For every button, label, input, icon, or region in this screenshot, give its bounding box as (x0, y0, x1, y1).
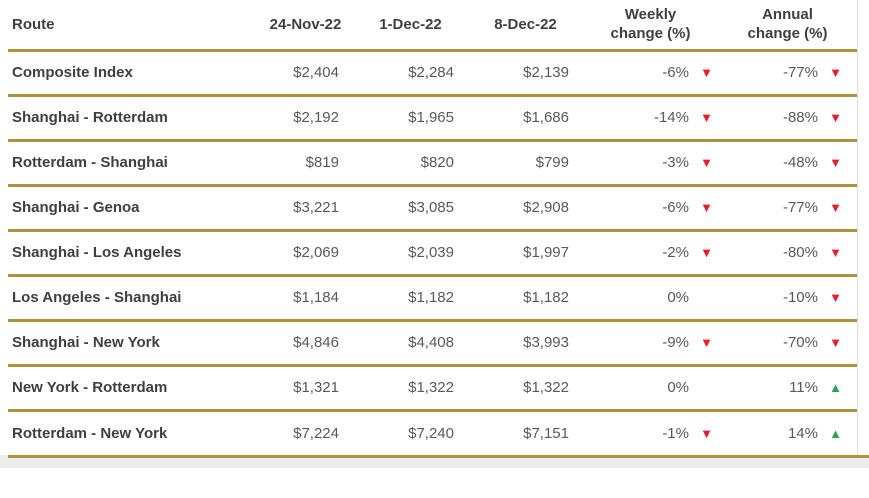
weekly-change-cell: 0% (667, 379, 689, 396)
weekly-change-cell: 0% (667, 289, 689, 306)
rate-cell-1-dec: $820 (420, 154, 454, 171)
route-cell: Shanghai - New York (12, 334, 160, 351)
rate-cell-24-nov: $4,846 (293, 334, 339, 351)
freight-rates-table-container: Route 24-Nov-22 1-Dec-22 8-Dec-22 Weekly… (8, 0, 858, 455)
weekly-change-cell: -14% ▼ (653, 109, 713, 126)
route-cell: Shanghai - Rotterdam (12, 109, 168, 126)
weekly-change-cell: -6% ▼ (662, 199, 713, 216)
annual-change-cell: -77% ▼ (782, 64, 842, 81)
column-header-1-dec-22: 1-Dec-22 (379, 15, 442, 33)
route-cell: Los Angeles - Shanghai (12, 289, 182, 306)
table-row: Rotterdam - New York $7,224 $7,240 $7,15… (8, 410, 857, 455)
rate-cell-1-dec: $1,322 (408, 379, 454, 396)
rate-cell-24-nov: $1,184 (293, 289, 339, 306)
annual-change-cell: 14% ▲ (787, 424, 842, 442)
header-row: Route 24-Nov-22 1-Dec-22 8-Dec-22 Weekly… (8, 0, 857, 50)
rate-cell-24-nov: $2,192 (293, 109, 339, 126)
down-triangle-icon: ▼ (700, 110, 713, 125)
route-cell: Rotterdam - New York (12, 424, 168, 442)
column-header-route: Route (12, 15, 55, 33)
rate-cell-1-dec: $3,085 (408, 199, 454, 216)
route-cell: New York - Rotterdam (12, 379, 168, 396)
rate-cell-8-dec: $7,151 (523, 424, 569, 442)
route-cell: Rotterdam - Shanghai (12, 154, 168, 171)
rate-cell-1-dec: $4,408 (408, 334, 454, 351)
rate-cell-8-dec: $2,139 (523, 64, 569, 81)
annual-change-cell: -80% ▼ (782, 244, 842, 261)
annual-change-cell: -48% ▼ (782, 154, 842, 171)
table-row: Shanghai - Genoa $3,221 $3,085 $2,908 -6… (8, 185, 857, 230)
down-triangle-icon: ▼ (700, 155, 713, 170)
down-triangle-icon: ▼ (700, 65, 713, 80)
table-row: Shanghai - Los Angeles $2,069 $2,039 $1,… (8, 230, 857, 275)
up-triangle-icon: ▲ (829, 380, 842, 395)
table-row: New York - Rotterdam $1,321 $1,322 $1,32… (8, 365, 857, 410)
rate-cell-24-nov: $2,404 (293, 64, 339, 81)
down-triangle-icon: ▼ (700, 335, 713, 350)
down-triangle-icon: ▼ (829, 155, 842, 170)
annual-change-cell: -70% ▼ (782, 334, 842, 351)
down-triangle-icon: ▼ (829, 200, 842, 215)
up-triangle-icon: ▲ (829, 425, 842, 441)
table-row: Rotterdam - Shanghai $819 $820 $799 -3% ▼… (8, 140, 857, 185)
rate-cell-24-nov: $2,069 (293, 244, 339, 261)
freight-rates-table: Route 24-Nov-22 1-Dec-22 8-Dec-22 Weekly… (8, 0, 857, 455)
table-row: Shanghai - New York $4,846 $4,408 $3,993… (8, 320, 857, 365)
rate-cell-8-dec: $1,322 (523, 379, 569, 396)
table-row: Los Angeles - Shanghai $1,184 $1,182 $1,… (8, 275, 857, 320)
down-triangle-icon: ▼ (829, 290, 842, 305)
rate-cell-8-dec: $1,997 (523, 244, 569, 261)
weekly-change-cell: -2% ▼ (662, 244, 713, 261)
down-triangle-icon: ▼ (700, 200, 713, 215)
down-triangle-icon: ▼ (700, 425, 713, 441)
table-body: Composite Index $2,404 $2,284 $2,139 -6%… (8, 50, 857, 455)
rate-cell-8-dec: $3,993 (523, 334, 569, 351)
route-cell: Shanghai - Los Angeles (12, 244, 182, 261)
rate-cell-1-dec: $2,039 (408, 244, 454, 261)
rate-cell-24-nov: $3,221 (293, 199, 339, 216)
weekly-change-cell: -6% ▼ (662, 64, 713, 81)
down-triangle-icon: ▼ (829, 335, 842, 350)
rate-cell-24-nov: $7,224 (293, 424, 339, 442)
table-row: Composite Index $2,404 $2,284 $2,139 -6%… (8, 50, 857, 95)
rate-cell-24-nov: $1,321 (293, 379, 339, 396)
rate-cell-8-dec: $1,686 (523, 109, 569, 126)
down-triangle-icon: ▼ (700, 245, 713, 260)
annual-change-cell: -88% ▼ (782, 109, 842, 126)
table-header: Route 24-Nov-22 1-Dec-22 8-Dec-22 Weekly… (8, 0, 857, 50)
annual-change-cell: 11% ▲ (789, 379, 842, 396)
page-background-strip (0, 455, 869, 468)
rate-cell-24-nov: $819 (305, 154, 339, 171)
column-header-24-nov-22: 24-Nov-22 (269, 15, 342, 33)
column-header-8-dec-22: 8-Dec-22 (494, 15, 557, 33)
weekly-change-cell: -1% ▼ (662, 424, 713, 442)
weekly-change-cell: -9% ▼ (662, 334, 713, 351)
rate-cell-8-dec: $2,908 (523, 199, 569, 216)
rate-cell-8-dec: $799 (535, 154, 569, 171)
route-cell: Shanghai - Genoa (12, 199, 140, 216)
rate-cell-8-dec: $1,182 (523, 289, 569, 306)
down-triangle-icon: ▼ (829, 65, 842, 80)
annual-change-cell: -10% ▼ (782, 289, 842, 306)
annual-change-cell: -77% ▼ (782, 199, 842, 216)
weekly-change-cell: -3% ▼ (662, 154, 713, 171)
table-row: Shanghai - Rotterdam $2,192 $1,965 $1,68… (8, 95, 857, 140)
table-bottom-border (8, 455, 869, 458)
column-header-annual-change: Annual change (%) (747, 6, 828, 43)
rate-cell-1-dec: $2,284 (408, 64, 454, 81)
route-cell: Composite Index (12, 64, 133, 81)
rate-cell-1-dec: $1,965 (408, 109, 454, 126)
down-triangle-icon: ▼ (829, 110, 842, 125)
rate-cell-1-dec: $7,240 (408, 424, 454, 442)
column-header-weekly-change: Weekly change (%) (610, 6, 691, 43)
rate-cell-1-dec: $1,182 (408, 289, 454, 306)
down-triangle-icon: ▼ (829, 245, 842, 260)
